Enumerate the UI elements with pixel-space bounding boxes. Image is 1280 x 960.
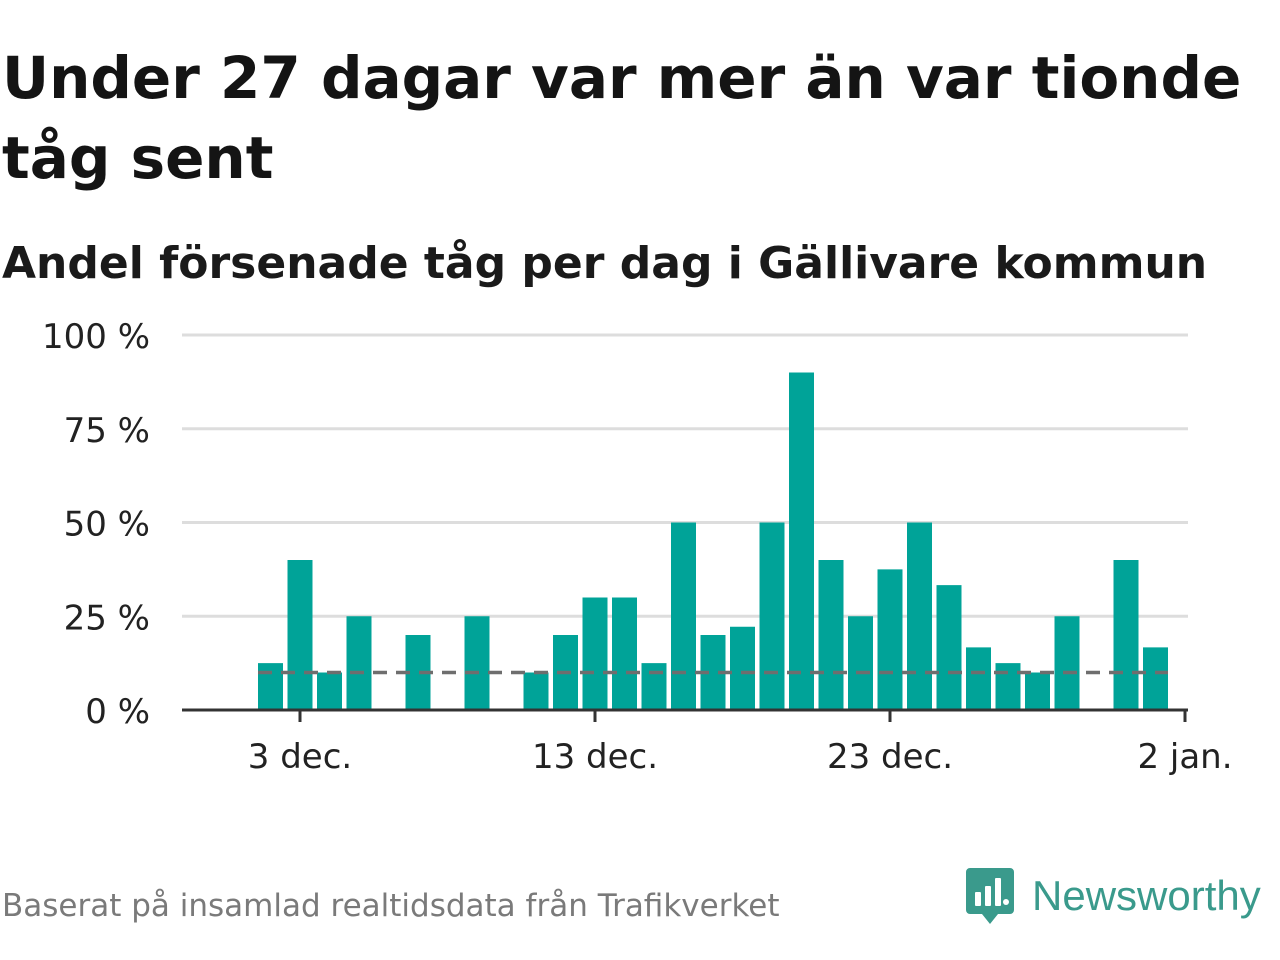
y-tick-label: 100 % <box>42 317 150 357</box>
bar <box>1143 647 1168 710</box>
x-tick-label: 3 dec. <box>248 737 352 777</box>
bar <box>936 585 962 710</box>
bar <box>966 647 991 710</box>
bar <box>317 672 342 710</box>
bar <box>258 663 283 710</box>
bar <box>464 616 490 710</box>
newsworthy-brand: Newsworthy <box>964 864 1274 928</box>
chart-subtitle: Andel försenade tåg per dag i Gällivare … <box>2 238 1208 289</box>
bar <box>1113 560 1139 710</box>
chart-title: Under 27 dagar var mer än var tionde tåg… <box>2 44 1242 192</box>
bar <box>641 663 667 710</box>
bar <box>671 522 696 710</box>
bar <box>877 569 903 710</box>
bar <box>1025 672 1050 710</box>
bar-chart: 0 % 25 % 50 % 75 % 100 % 3 dec. 13 dec. 23 dec.… <box>42 317 1233 777</box>
bar <box>287 560 313 710</box>
newsworthy-logo-icon <box>966 868 1014 924</box>
x-tick-label: 23 dec. <box>827 737 953 777</box>
bar <box>612 597 637 710</box>
bar <box>523 672 549 710</box>
bar <box>818 560 844 710</box>
bar <box>848 616 873 710</box>
y-tick-label: 25 % <box>64 598 150 638</box>
bar <box>759 522 785 710</box>
brand-name: Newsworthy <box>1032 872 1261 919</box>
x-tick-label: 13 dec. <box>532 737 658 777</box>
y-tick-label: 0 % <box>85 692 150 732</box>
bar <box>995 663 1021 710</box>
bar <box>730 626 755 710</box>
y-tick-label: 75 % <box>64 411 150 451</box>
y-tick-label: 50 % <box>64 505 150 545</box>
bar <box>582 597 608 710</box>
bar <box>907 522 932 710</box>
x-tick-label: 2 jan. <box>1137 737 1232 777</box>
source-note: Baserat på insamlad realtidsdata från Tr… <box>2 888 780 924</box>
bar <box>789 372 814 710</box>
bar <box>1054 616 1080 710</box>
bar <box>346 616 372 710</box>
